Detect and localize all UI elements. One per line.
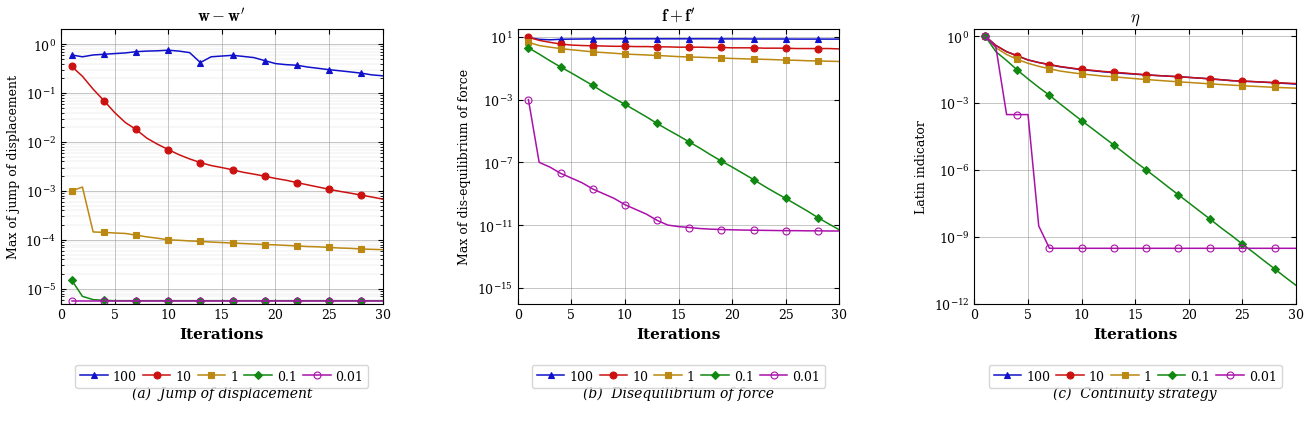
X-axis label: Iterations: Iterations [1093,327,1177,341]
Y-axis label: Max of jump of displacement: Max of jump of displacement [7,75,20,259]
Y-axis label: Latin indicator: Latin indicator [915,120,928,214]
Title: $\mathbf{f} + \mathbf{f}'$: $\mathbf{f} + \mathbf{f}'$ [661,7,696,26]
Legend: 100, 10, 1, 0.1, 0.01: 100, 10, 1, 0.1, 0.01 [75,365,368,388]
Title: $\eta$: $\eta$ [1130,11,1141,28]
Text: (a)  Jump of displacement: (a) Jump of displacement [131,386,312,400]
Title: $\mathbf{w} - \mathbf{w}'$: $\mathbf{w} - \mathbf{w}'$ [198,8,246,26]
Y-axis label: Max of dis-equilibrium of force: Max of dis-equilibrium of force [459,69,472,265]
X-axis label: Iterations: Iterations [636,327,721,341]
Text: (b)  Disequilibrium of force: (b) Disequilibrium of force [583,386,773,400]
Legend: 100, 10, 1, 0.1, 0.01: 100, 10, 1, 0.1, 0.01 [532,365,825,388]
Text: (c)  Continuity strategy: (c) Continuity strategy [1054,386,1217,400]
X-axis label: Iterations: Iterations [180,327,264,341]
Legend: 100, 10, 1, 0.1, 0.01: 100, 10, 1, 0.1, 0.01 [988,365,1282,388]
